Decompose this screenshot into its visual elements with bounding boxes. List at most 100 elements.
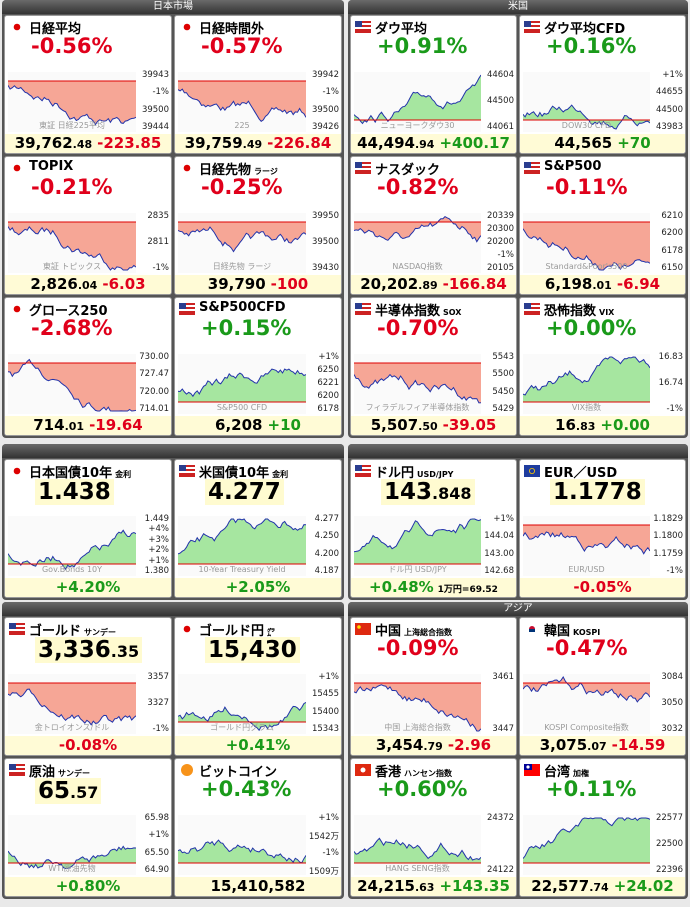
axis-label: 20200: [486, 237, 514, 247]
panel: ゴールド サンデー -0.08% 3,336.35 金トロイオンス/ドル 3357 3327…: [4, 617, 172, 756]
flag: [355, 764, 371, 776]
chart-line: [8, 358, 136, 412]
flag-part: [355, 31, 371, 33]
name: 日本国債10年: [29, 466, 113, 481]
flag-part: [524, 311, 540, 313]
flag: [179, 465, 195, 477]
price: 44,565: [554, 134, 613, 152]
flag-part: [360, 767, 366, 773]
axis-label: 3447: [492, 724, 514, 734]
axis-label: 39500: [141, 104, 169, 115]
axis-label: +3%: [148, 534, 169, 545]
bottom-bar: 44,494.94 +400.17: [351, 134, 516, 153]
flag-part: [355, 172, 371, 174]
axis-label: 5543: [492, 352, 514, 362]
axis-label: 6178: [317, 404, 339, 414]
change-percent: -0.47%: [546, 636, 628, 660]
chart-line: [8, 688, 136, 726]
watermark: 10-Year Treasury Yield: [198, 565, 285, 574]
chart-area: [8, 222, 136, 270]
axis-label: 1.1800: [653, 531, 683, 542]
price-decimal: .63: [414, 881, 435, 894]
panel-name: ダウ平均: [375, 18, 427, 37]
flag-part: [355, 170, 371, 172]
flag: [179, 303, 195, 315]
chart-line: [523, 676, 650, 703]
flag-part: [355, 465, 362, 471]
chart-bg: [178, 815, 306, 875]
price: 15,410,582: [210, 877, 306, 895]
mini-chart: 225: [178, 72, 306, 132]
chart-area: [178, 81, 306, 122]
flag-part: [524, 170, 540, 172]
name-sub: VIX: [599, 308, 615, 317]
chart-bg: [523, 72, 650, 132]
flag-part: [9, 768, 25, 770]
change: -6.03: [102, 275, 146, 293]
change: +70: [617, 134, 651, 152]
change: +10: [267, 416, 301, 434]
change-percent: +0.16%: [546, 34, 637, 58]
flag-part: [9, 774, 25, 776]
flag-part: [355, 465, 371, 467]
change-percent: -0.11%: [546, 175, 628, 199]
section: ゴールド サンデー -0.08% 3,336.35 金トロイオンス/ドル 3357 3327…: [2, 602, 344, 899]
axis-label: 1.449: [144, 514, 169, 524]
name-sub: SOX: [443, 308, 462, 317]
axis-label: -1%: [322, 847, 339, 858]
panel-name: 中国 上海総合指数: [375, 620, 452, 639]
axis-label: 64.90: [144, 865, 169, 875]
watermark: 東証 トピックス: [43, 261, 101, 271]
panel-name: 日経先物 ラージ: [199, 159, 278, 178]
axis-label: 20300: [486, 224, 514, 234]
name-sub: ハンセン指数: [404, 769, 453, 778]
chart-line: [8, 226, 136, 271]
change: +0.80%: [55, 877, 121, 895]
change: +0.48%: [369, 578, 434, 596]
extra-info: 1万円=69.52: [437, 585, 498, 595]
change-percent: -0.09%: [377, 636, 459, 660]
flag: [355, 162, 371, 174]
watermark: 日経先物 ラージ: [213, 261, 271, 271]
panel-name: 原油 サンデー: [29, 761, 90, 780]
name: 日経時間外: [199, 22, 265, 37]
flag: [524, 623, 540, 635]
panel: ビットコイン 15,410,582 +0.43% +1% 1542万 -1% 1509万: [174, 758, 342, 897]
flag-part: [524, 162, 540, 164]
panel-name: グロース250: [29, 300, 108, 319]
chart-area: [354, 216, 481, 242]
name: ゴールド: [29, 624, 82, 639]
change: +24.02: [613, 877, 674, 895]
chart-area: [523, 525, 650, 554]
name: 台湾: [544, 765, 571, 780]
change: -0.05%: [573, 578, 632, 596]
name-sub: 金利: [272, 470, 289, 479]
mini-chart: [178, 815, 306, 875]
flag-part: [181, 764, 193, 776]
price: 1.438: [35, 479, 114, 505]
chart-line: [354, 215, 481, 243]
axis-label: 3357: [147, 672, 169, 682]
axis-label: 727.47: [139, 369, 169, 380]
mini-chart: EUR/USD: [523, 516, 650, 576]
flag-part: [524, 162, 531, 168]
panel: ダウ平均 44,494.94 +400.17 +0.91% ニューヨークダウ30 4460…: [350, 15, 517, 154]
name-sub: 加権: [573, 769, 590, 778]
price: 5,507: [370, 416, 419, 434]
section-header: [2, 444, 344, 458]
axis-label: 20339: [486, 211, 514, 221]
panel: 日経時間外 39,759.49 -226.84 -0.57% 225 39942 -1% 39…: [174, 15, 342, 154]
change: -226.84: [267, 134, 332, 152]
flag-part: [9, 623, 25, 625]
axis-label: 3084: [661, 672, 683, 682]
price: 39,762: [14, 134, 73, 152]
bottom-bar: 44,565 +70: [520, 134, 685, 153]
flag-part: [355, 162, 362, 168]
section-header: 米国: [348, 0, 688, 14]
axis-label: 6210: [661, 211, 683, 221]
axis-label: 3032: [661, 724, 683, 734]
flag: [179, 21, 195, 33]
flag-part: [529, 468, 535, 474]
bottom-bar: 714.01 -19.64: [5, 416, 171, 435]
price-decimal: .848: [432, 484, 472, 503]
